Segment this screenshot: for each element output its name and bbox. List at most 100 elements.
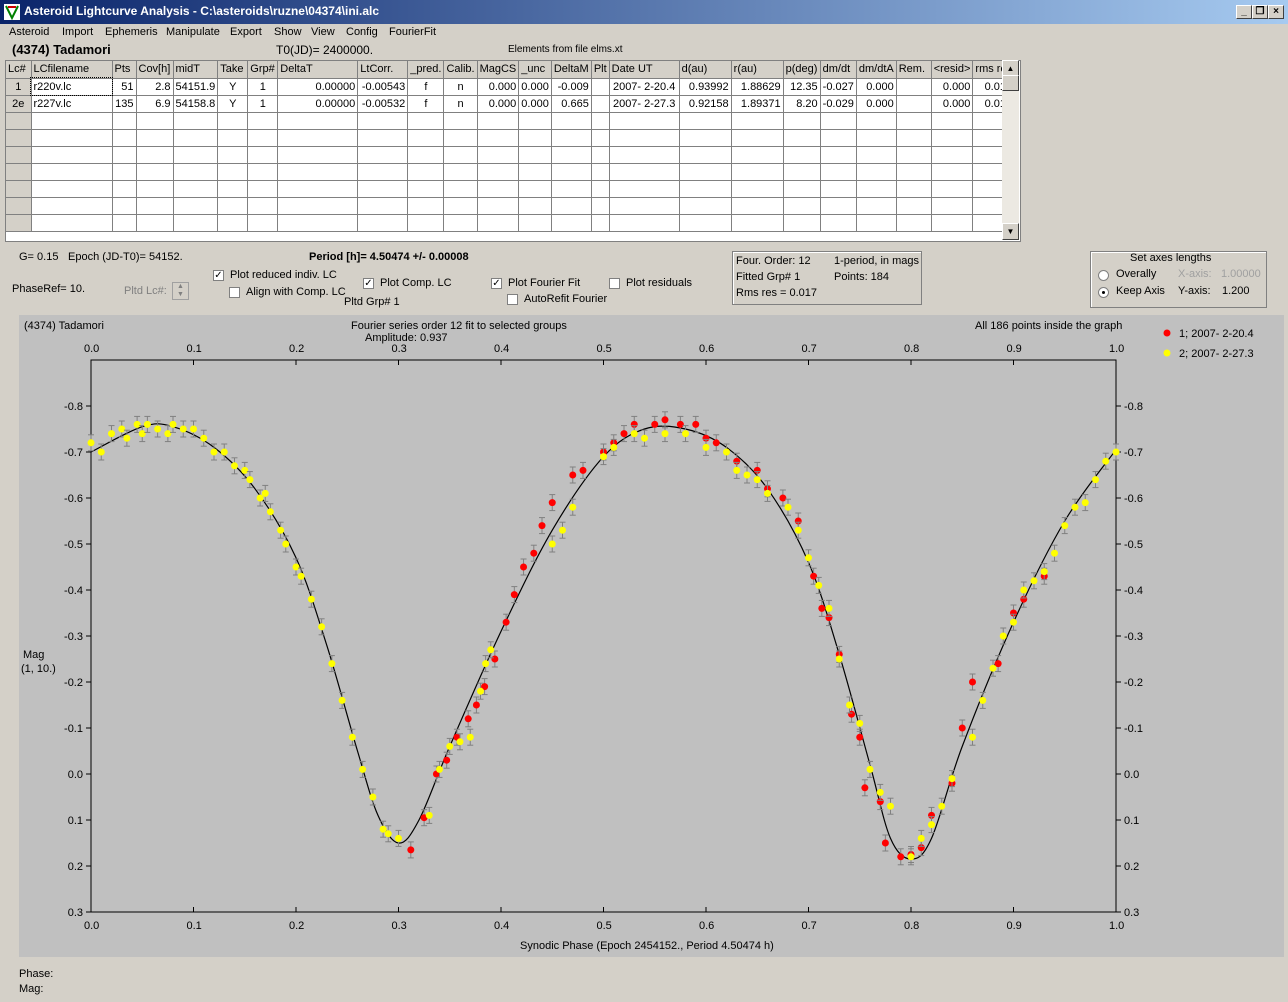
table-cell[interactable] xyxy=(247,180,279,198)
table-scrollbar[interactable]: ▲ ▼ xyxy=(1002,60,1019,240)
table-cell[interactable] xyxy=(277,214,359,232)
table-cell[interactable] xyxy=(112,214,137,232)
column-header[interactable]: midT xyxy=(173,61,219,79)
menu-fourierfit[interactable]: FourierFit xyxy=(389,26,437,38)
table-cell[interactable] xyxy=(591,214,610,232)
table-cell[interactable] xyxy=(443,180,478,198)
empty-row[interactable] xyxy=(6,146,1016,164)
table-cell[interactable]: r220v.lc xyxy=(30,77,113,96)
column-header[interactable]: p(deg) xyxy=(783,61,821,79)
empty-row[interactable] xyxy=(6,112,1016,130)
empty-row[interactable] xyxy=(6,129,1016,147)
column-header[interactable]: d(au) xyxy=(679,61,732,79)
table-cell[interactable]: 0.000 xyxy=(518,78,552,96)
close-button[interactable]: × xyxy=(1268,5,1284,19)
table-cell[interactable] xyxy=(217,163,249,181)
column-header[interactable]: Date UT xyxy=(609,61,680,79)
table-row[interactable]: 2e r227v.lc 135 6.9 54158.8 Y 1 0.00000 -0.00532… xyxy=(6,95,1016,113)
empty-row[interactable] xyxy=(6,197,1016,215)
table-cell[interactable] xyxy=(896,214,932,232)
table-cell[interactable] xyxy=(31,129,113,147)
table-cell[interactable] xyxy=(591,146,610,164)
table-cell[interactable] xyxy=(609,129,680,147)
table-cell[interactable]: 54151.9 xyxy=(173,78,219,96)
table-cell[interactable] xyxy=(896,78,932,96)
pltd-lc-spinner[interactable]: ▲ ▼ xyxy=(172,282,189,300)
table-cell[interactable]: 8.20 xyxy=(783,95,821,113)
menu-config[interactable]: Config xyxy=(346,26,378,38)
table-cell[interactable]: -0.00532 xyxy=(357,95,409,113)
table-cell[interactable] xyxy=(783,197,821,215)
column-header[interactable]: <resid> xyxy=(931,61,974,79)
table-cell[interactable] xyxy=(896,129,932,147)
table-cell[interactable] xyxy=(896,163,932,181)
table-cell[interactable] xyxy=(277,163,359,181)
table-cell[interactable] xyxy=(136,214,174,232)
table-cell[interactable] xyxy=(551,129,592,147)
empty-row[interactable] xyxy=(6,163,1016,181)
table-cell[interactable] xyxy=(247,112,279,130)
row-header[interactable] xyxy=(6,112,32,130)
table-cell[interactable] xyxy=(277,146,359,164)
table-cell[interactable] xyxy=(173,197,219,215)
table-cell[interactable] xyxy=(173,129,219,147)
table-cell[interactable] xyxy=(136,163,174,181)
column-header[interactable]: DeltaT xyxy=(277,61,359,79)
x-axis-value[interactable]: 1.00000 xyxy=(1221,268,1261,280)
scroll-up-icon[interactable]: ▲ xyxy=(1002,60,1019,77)
table-cell[interactable] xyxy=(820,146,857,164)
table-cell[interactable]: 54158.8 xyxy=(173,95,219,113)
menu-manipulate[interactable]: Manipulate xyxy=(166,26,220,38)
table-cell[interactable]: 0.92158 xyxy=(679,95,732,113)
table-cell[interactable] xyxy=(783,129,821,147)
column-header[interactable]: Cov[h] xyxy=(136,61,174,79)
table-cell[interactable] xyxy=(609,180,680,198)
column-header[interactable]: _pred. xyxy=(407,61,445,79)
table-cell[interactable]: 2007- 2-20.4 xyxy=(609,78,680,96)
table-cell[interactable] xyxy=(896,197,932,215)
table-cell[interactable] xyxy=(112,112,137,130)
table-cell[interactable] xyxy=(679,180,732,198)
table-cell[interactable]: -0.009 xyxy=(551,78,592,96)
table-cell[interactable] xyxy=(136,197,174,215)
scroll-down-icon[interactable]: ▼ xyxy=(1002,223,1019,240)
table-cell[interactable] xyxy=(31,112,113,130)
plot-fourier-checkbox[interactable]: ✓ xyxy=(491,278,502,289)
table-cell[interactable] xyxy=(731,197,784,215)
empty-row[interactable] xyxy=(6,214,1016,232)
autorefit-checkbox[interactable] xyxy=(507,294,518,305)
table-cell[interactable]: n xyxy=(443,78,478,96)
table-cell[interactable] xyxy=(856,129,897,147)
table-cell[interactable] xyxy=(112,163,137,181)
table-cell[interactable] xyxy=(31,163,113,181)
table-cell[interactable] xyxy=(136,129,174,147)
column-header[interactable]: _unc xyxy=(518,61,552,79)
table-cell[interactable] xyxy=(896,95,932,113)
row-header[interactable] xyxy=(6,180,32,198)
column-header[interactable]: Take xyxy=(217,61,249,79)
table-cell[interactable] xyxy=(407,163,445,181)
table-cell[interactable] xyxy=(443,112,478,130)
plot-residuals-checkbox[interactable] xyxy=(609,278,620,289)
align-comp-checkbox[interactable] xyxy=(229,287,240,298)
table-cell[interactable] xyxy=(551,163,592,181)
row-header[interactable]: 2e xyxy=(6,95,32,113)
table-cell[interactable] xyxy=(679,214,732,232)
overally-radio[interactable] xyxy=(1098,270,1109,281)
table-cell[interactable]: 0.93992 xyxy=(679,78,732,96)
table-cell[interactable] xyxy=(477,214,520,232)
table-cell[interactable] xyxy=(173,112,219,130)
restore-button[interactable]: ❐ xyxy=(1252,5,1268,19)
table-cell[interactable] xyxy=(931,163,974,181)
table-cell[interactable] xyxy=(609,214,680,232)
row-header[interactable] xyxy=(6,129,32,147)
table-cell[interactable] xyxy=(31,146,113,164)
table-cell[interactable] xyxy=(896,180,932,198)
table-cell[interactable] xyxy=(247,214,279,232)
table-cell[interactable] xyxy=(357,146,409,164)
column-header[interactable]: dm/dtA xyxy=(856,61,897,79)
table-cell[interactable] xyxy=(551,214,592,232)
row-header[interactable] xyxy=(6,214,32,232)
table-cell[interactable] xyxy=(112,180,137,198)
table-cell[interactable] xyxy=(856,214,897,232)
